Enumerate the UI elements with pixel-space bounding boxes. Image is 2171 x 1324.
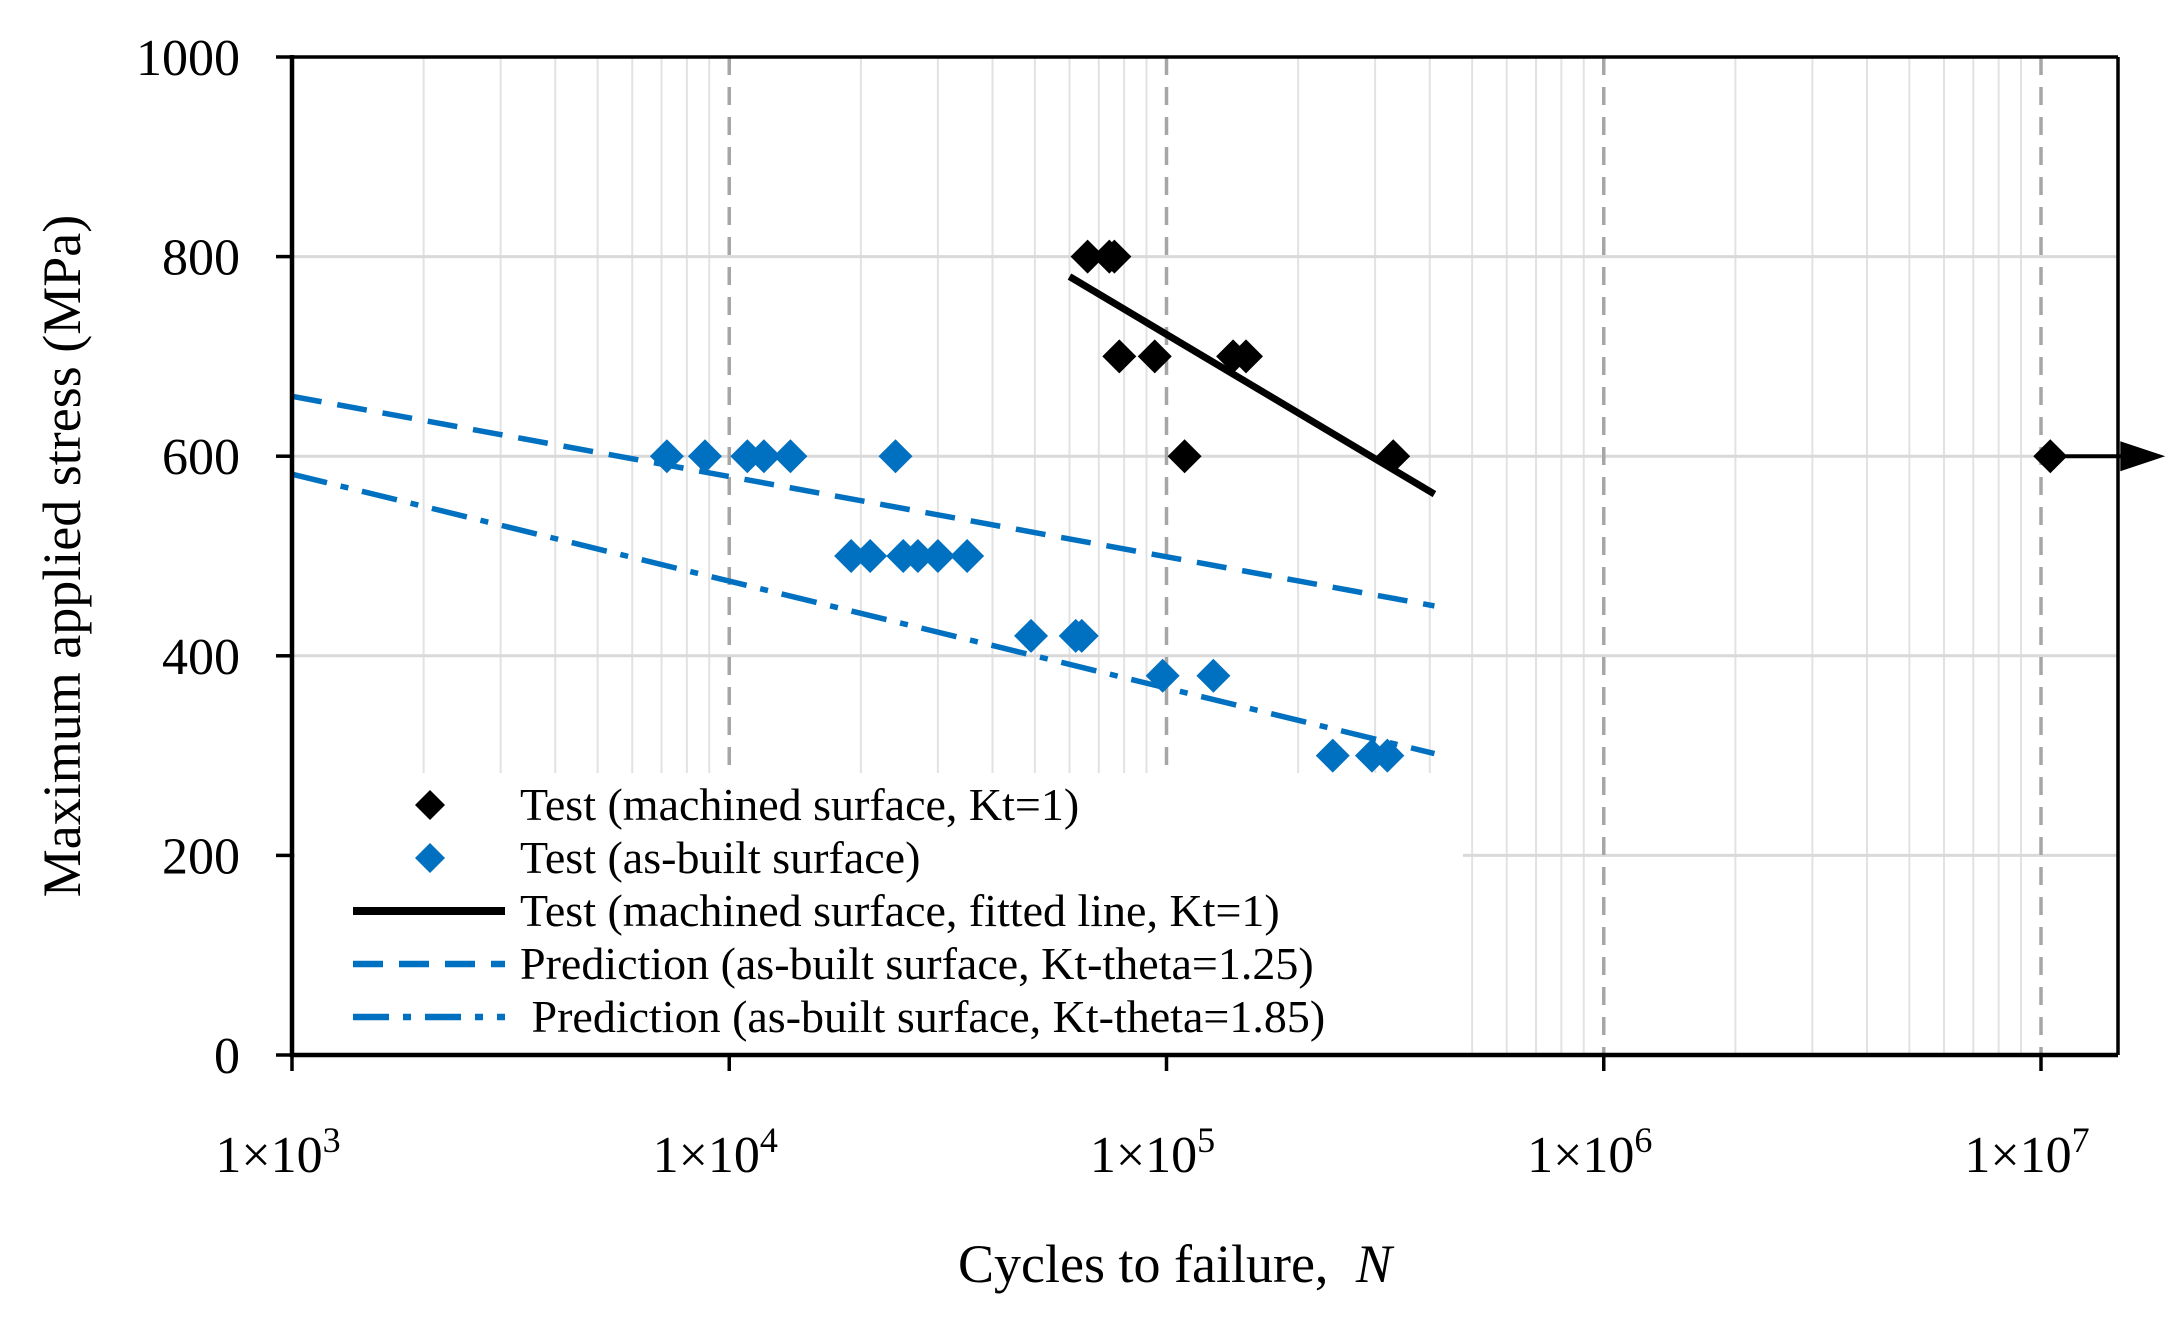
data-point: [1014, 618, 1049, 653]
runout-arrow-head: [2120, 441, 2166, 472]
data-point: [2033, 439, 2068, 474]
data-point: [1229, 339, 1264, 374]
axis-titles: Maximum applied stress (MPa) Cycles to f…: [32, 215, 1395, 1294]
x-tick-label-base: 1×10: [1527, 1127, 1634, 1184]
data-point: [687, 439, 722, 474]
y-tick-label: 1000: [136, 30, 240, 87]
data-point: [1167, 439, 1202, 474]
data-point: [1196, 658, 1231, 693]
data-point: [649, 439, 684, 474]
x-tick-label: 1×104: [653, 1120, 778, 1184]
data-point: [1376, 439, 1411, 474]
data-point: [746, 439, 781, 474]
data-point: [1370, 738, 1405, 773]
x-axis-title-text: Cycles to failure,: [958, 1234, 1328, 1294]
legend-label: Test (machined surface, fitted line, Kt=…: [520, 885, 1280, 936]
legend-marker: [415, 843, 445, 873]
series-markers: [649, 239, 2166, 773]
x-tick-label-base: 1×10: [1090, 1127, 1197, 1184]
y-axis-title: Maximum applied stress (MPa): [32, 215, 92, 897]
legend-label: Test (machined surface, Kt=1): [520, 779, 1079, 830]
x-tick-label: 1×106: [1527, 1120, 1652, 1184]
x-tick-label: 1×107: [1964, 1120, 2089, 1184]
series-lines: [291, 273, 1437, 757]
x-tick-label-exponent: 3: [323, 1120, 341, 1160]
data-point: [1097, 239, 1132, 274]
axes: [276, 55, 2120, 1071]
x-tick-label-base: 1×10: [653, 1127, 760, 1184]
series-line-solid: [1067, 273, 1437, 498]
x-tick-label: 1×103: [215, 1120, 340, 1184]
y-tick-label: 200: [162, 828, 240, 885]
data-point: [950, 539, 985, 573]
legend-label: Test (as-built surface): [520, 832, 920, 883]
y-tick-label: 600: [162, 429, 240, 486]
legend-marker: [415, 790, 445, 820]
data-point: [900, 539, 935, 573]
data-point: [1315, 738, 1350, 773]
data-point: [773, 439, 808, 474]
series-line-dashdot: [291, 471, 1436, 757]
x-tick-label: 1×105: [1090, 1120, 1215, 1184]
x-tick-label-exponent: 6: [1634, 1120, 1652, 1160]
legend: Test (machined surface, Kt=1)Test (as-bu…: [353, 779, 1325, 1042]
data-point: [853, 539, 888, 573]
data-point: [1102, 339, 1137, 374]
data-point: [1070, 239, 1105, 274]
data-point: [1064, 618, 1099, 653]
x-tick-label-exponent: 5: [1197, 1120, 1215, 1160]
x-tick-label-exponent: 4: [760, 1120, 778, 1160]
x-axis-title-variable: N: [1355, 1234, 1395, 1294]
x-tick-label-base: 1×10: [1964, 1127, 2071, 1184]
data-point: [878, 439, 913, 474]
x-tick-label-base: 1×10: [215, 1127, 322, 1184]
y-tick-label: 0: [214, 1028, 240, 1085]
x-tick-label-exponent: 7: [2072, 1120, 2090, 1160]
x-axis-title: Cycles to failure, N: [958, 1234, 1395, 1294]
y-tick-label: 800: [162, 230, 240, 287]
series-line-dashed: [291, 393, 1435, 609]
legend-label: Prediction (as-built surface, Kt-theta=1…: [520, 991, 1325, 1042]
data-point: [1145, 658, 1180, 693]
data-point: [834, 539, 869, 573]
data-point: [1137, 339, 1172, 374]
y-tick-label: 400: [162, 629, 240, 686]
data-point: [920, 539, 955, 573]
legend-label: Prediction (as-built surface, Kt-theta=1…: [520, 938, 1314, 989]
